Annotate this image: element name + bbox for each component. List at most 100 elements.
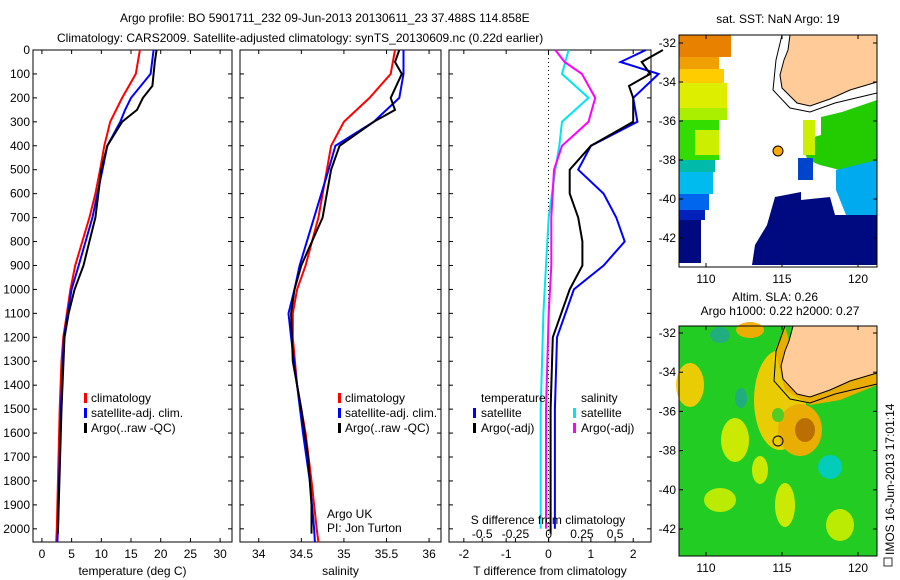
series-line-climatology: [55, 49, 141, 543]
argo-position-marker: [772, 435, 784, 447]
x-tick-label: -1: [501, 547, 512, 561]
sst-cell-block: [679, 160, 715, 172]
sst-map: sat. SST: NaN Argo: 19 110 115 120 -32 -34 -3…: [659, 12, 878, 286]
lat-tick-label: -42: [659, 231, 677, 245]
y-tick-label: 1800: [3, 474, 30, 488]
x-tick-label: 0: [39, 547, 46, 561]
legend-label: Argo(..raw -QC): [345, 421, 430, 435]
difference-panel: -2 -1 0 1 2T difference from climatology -0.5…: [448, 49, 664, 578]
s-tick-label: 0.25: [570, 527, 594, 541]
x-tick-label: 20: [154, 547, 168, 561]
legend-label: Argo(..raw -QC): [91, 421, 176, 435]
y-tick-label: 1100: [4, 306, 30, 320]
float-owner: Argo UK: [327, 507, 372, 521]
y-tick-label: 1900: [3, 498, 30, 512]
y-tick-label: 2000: [3, 522, 30, 536]
sla-blob: [775, 483, 795, 527]
lat-tick-label: -34: [659, 365, 677, 379]
series-line-s-satellite: [539, 49, 590, 529]
x-axis-label: salinity: [322, 564, 359, 578]
legend-title-temperature: temperature: [481, 391, 546, 405]
bathymetry-contour: [773, 325, 878, 404]
sst-cell-block: [836, 160, 877, 225]
x-tick-label: 36: [422, 547, 436, 561]
imos-logo-icon: [883, 557, 893, 567]
y-tick-label: 1200: [3, 330, 30, 344]
s-axis-label: S difference from climatology: [471, 513, 626, 527]
y-tick-label: 1300: [3, 354, 30, 368]
x-tick-label: 34: [252, 547, 266, 561]
sla-map-title-line1: Altim. SLA: 0.26: [732, 290, 818, 304]
legend-label: climatology: [91, 391, 151, 405]
lat-tick-label: -40: [659, 192, 677, 206]
sst-cell-block: [679, 35, 731, 57]
series-line-t-satellite: [553, 49, 661, 529]
lon-tick-label: 115: [772, 561, 791, 575]
y-tick-label: 600: [10, 187, 30, 201]
sst-map-axes: 110 115 120 -32 -34 -36 -38 -40 -42: [659, 35, 877, 286]
sst-cell-block: [798, 158, 813, 180]
imos-timestamp: IMOS 16-Jun-2013 17:01:14: [883, 403, 897, 555]
temperature-legend: climatology satellite-adj. clim. Argo(..…: [84, 391, 183, 435]
legend-swatch-argo: [338, 423, 341, 433]
legend-title-salinity: salinity: [581, 391, 618, 405]
sla-blob: [826, 509, 854, 541]
lat-tick-label: -40: [659, 483, 677, 497]
difference-legend: temperature satellite Argo(-adj) salinit…: [471, 391, 635, 527]
bathymetry-contour: [772, 34, 878, 113]
s-tick-label: -0.25: [502, 527, 530, 541]
y-tick-label: 1500: [3, 402, 30, 416]
y-tick-label: 800: [10, 235, 30, 249]
series-line-argo-raw-qc-: [56, 49, 158, 534]
legend-swatch-climatology: [84, 393, 87, 403]
legend-label: satellite: [581, 406, 622, 420]
sla-map-title-line2: Argo h1000: 0.22 h2000: 0.27: [701, 304, 860, 318]
lon-tick-label: 120: [848, 272, 868, 286]
s-tick-label: 0.5: [607, 527, 624, 541]
x-tick-label: 5: [68, 547, 75, 561]
panel-frame: [239, 49, 442, 543]
figure-title-line2: Climatology: CARS2009. Satellite-adjuste…: [57, 31, 543, 45]
sla-map-axes: 110 115 120 -32 -34 -36 -38 -40 -42: [659, 326, 877, 575]
salinity-legend: climatology satellite-adj. clim. Argo(..…: [327, 391, 437, 535]
float-pi: PI: Jon Turton: [327, 521, 402, 535]
sla-blob: [710, 327, 730, 343]
lat-tick-label: -32: [659, 326, 677, 340]
sla-blob: [736, 322, 764, 338]
lon-tick-label: 110: [696, 272, 715, 286]
y-tick-label: 700: [10, 211, 30, 225]
sst-cell-block: [679, 172, 713, 194]
legend-swatch-argo: [84, 423, 87, 433]
y-tick-label: 900: [10, 258, 30, 272]
x-tick-label: 2: [630, 547, 637, 561]
legend-swatch-t-satellite: [473, 408, 476, 418]
sst-cell-block: [679, 194, 709, 210]
legend-swatch-s-argo: [573, 423, 576, 433]
sla-blob: [735, 388, 747, 408]
lat-tick-label: -32: [659, 36, 677, 50]
sst-map-title: sat. SST: NaN Argo: 19: [716, 12, 840, 26]
sst-cell-block: [803, 120, 815, 155]
y-tick-label: 1400: [3, 378, 30, 392]
legend-swatch-satellite: [84, 408, 87, 418]
y-tick-label: 100: [10, 67, 30, 81]
x-tick-label: 30: [213, 547, 227, 561]
series-line-satellite-adj-clim-: [56, 49, 155, 543]
y-tick-label: 400: [10, 139, 30, 153]
legend-swatch-satellite: [338, 408, 341, 418]
sla-blob: [795, 418, 815, 442]
sst-cell-block: [695, 130, 719, 155]
sst-cell-block: [679, 210, 705, 220]
sst-cell-block: [679, 108, 727, 120]
x-tick-label: 10: [95, 547, 109, 561]
argo-position-marker: [772, 145, 784, 157]
legend-label: satellite: [481, 406, 522, 420]
series-line-s-argo-adj-: [545, 49, 597, 529]
lat-tick-label: -34: [659, 75, 677, 89]
salinity-panel: 34 34.5 35 35.5 36 salinity: [239, 49, 442, 578]
x-tick-label: 15: [124, 547, 138, 561]
x-tick-label: 1: [588, 547, 595, 561]
lat-tick-label: -38: [659, 153, 677, 167]
sla-map: Altim. SLA: 0.26 Argo h1000: 0.22 h2000:…: [659, 290, 897, 575]
